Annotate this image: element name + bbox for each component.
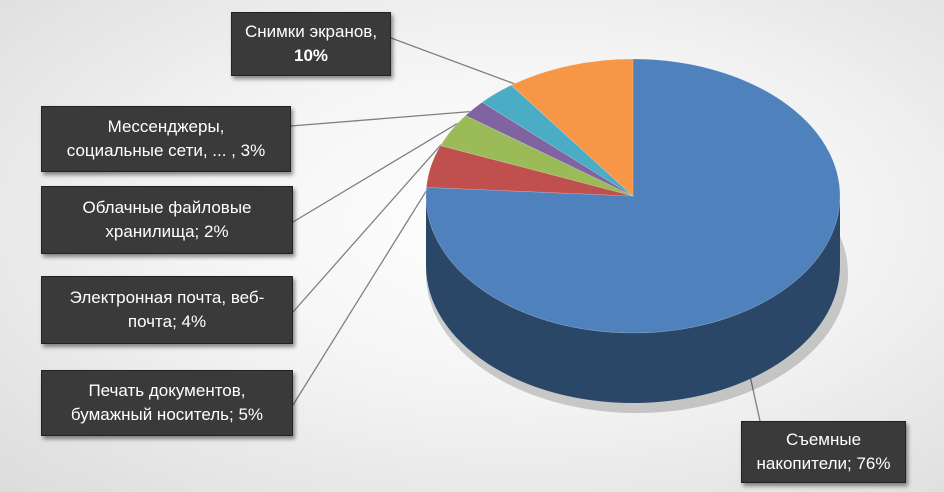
label-email-line1: Электронная почта, веб- (69, 288, 265, 307)
leader-line-cloud-storage (292, 122, 458, 223)
label-printed-documents-line1: Печать документов, (88, 381, 246, 400)
leader-line-messengers (290, 111, 470, 127)
pie-slices (425, 58, 841, 334)
label-screenshots: Снимки экранов, 10% (231, 12, 391, 76)
label-messengers: Мессенджеры, социальные сети, ... , 3% (41, 106, 291, 172)
slice-printed-documents (426, 145, 634, 197)
label-cloud-storage-line1: Облачные файловые (82, 198, 252, 217)
label-messengers-line1: Мессенджеры, (107, 117, 225, 136)
label-messengers-line2: социальные сети, ... , 3% (66, 141, 266, 160)
label-email-line2: почта; 4% (127, 312, 207, 331)
slice-screenshots (510, 58, 634, 197)
leader-line-email (292, 144, 442, 313)
slice-email (440, 115, 634, 197)
label-removable-drives-line1: Съемные (785, 430, 862, 449)
slice-messengers (481, 84, 634, 197)
label-screenshots-line2: 10% (293, 46, 329, 65)
label-printed-documents: Печать документов, бумажный носитель; 5% (41, 370, 293, 436)
label-screenshots-line1: Снимки экранов, (244, 22, 378, 41)
leader-line-screenshots (390, 37, 515, 85)
label-removable-drives: Съемные накопители; 76% (741, 421, 906, 483)
slice-side-removable-drives (426, 196, 840, 403)
label-cloud-storage-line2: хранилища; 2% (105, 222, 229, 241)
slice-cloud-storage (465, 101, 634, 197)
label-cloud-storage: Облачные файловые хранилища; 2% (41, 186, 293, 254)
leader-lines (290, 37, 761, 422)
slice-removable-drives (425, 58, 841, 334)
label-removable-drives-line2: накопители; 76% (756, 454, 891, 473)
label-printed-documents-line2: бумажный носитель; 5% (70, 405, 264, 424)
label-email: Электронная почта, веб- почта; 4% (41, 276, 293, 344)
leader-line-printed-documents (292, 190, 427, 406)
